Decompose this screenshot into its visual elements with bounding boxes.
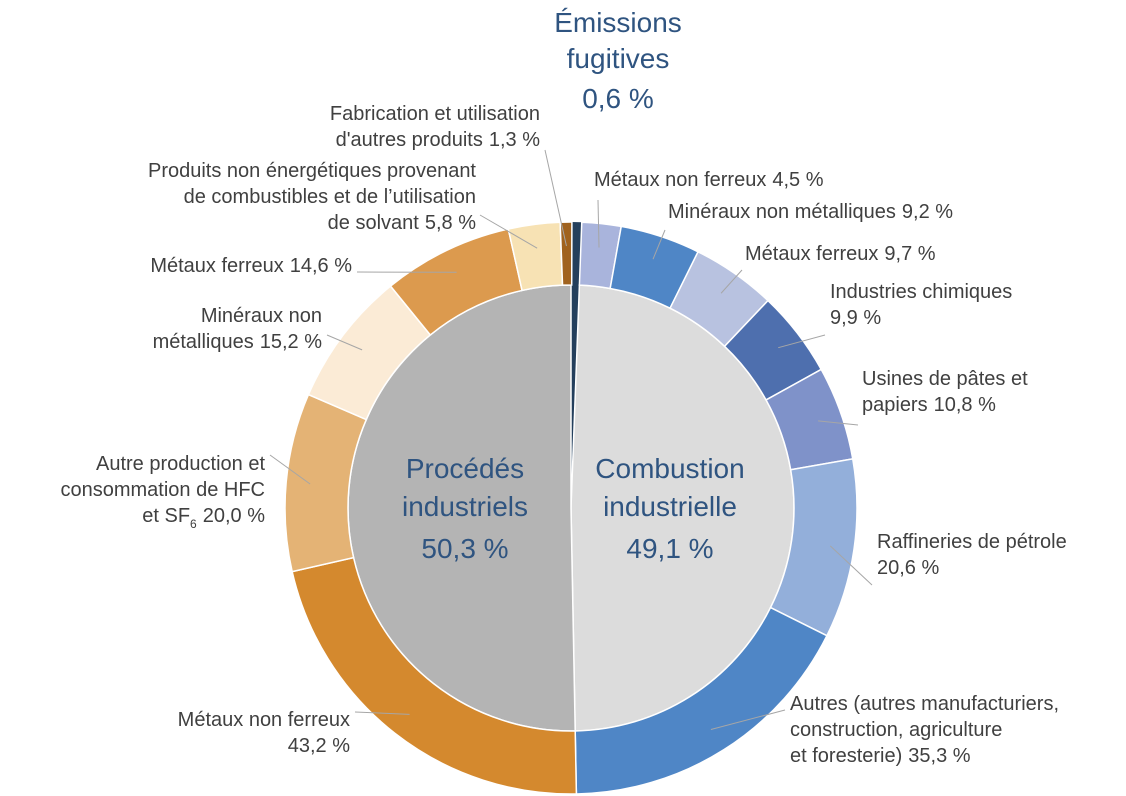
leader-line	[479, 214, 538, 249]
value-label: 35,3 %	[908, 745, 970, 767]
inner-value-label: 49,1 %	[626, 533, 713, 564]
leader-line	[597, 199, 600, 248]
leader-line	[326, 334, 363, 351]
label-line: Minéraux non	[201, 305, 322, 327]
segment-label: Usines de pâtes et papiers 10,8 %	[862, 368, 1028, 416]
label-line: et SF	[142, 505, 190, 527]
label-line: Métaux non ferreux	[178, 709, 350, 731]
value-label: 1,3 %	[489, 129, 540, 151]
segment-label: Métaux non ferreux 4,5 %	[594, 169, 824, 191]
label-line: construction, agriculture	[790, 719, 1002, 741]
inner-label-line: industrielle	[603, 491, 737, 522]
label-line: papiers	[862, 394, 928, 416]
inner-label-line: industriels	[402, 491, 528, 522]
inner-label-line: Procédés	[406, 453, 524, 484]
segment-label: Industries chimiques 9,9 %	[830, 281, 1012, 329]
value-label: 9,2 %	[902, 201, 953, 223]
segment-label: Autre production et consommation de HFC et…	[60, 453, 265, 531]
label-line: Métaux non ferreux	[594, 169, 766, 191]
inner-value-label: 50,3 %	[421, 533, 508, 564]
label-line: Autre production et	[96, 453, 265, 475]
value-label: 20,6 %	[877, 557, 939, 579]
outer-slice	[559, 221, 573, 286]
label-line: consommation de HFC	[60, 479, 265, 501]
segment-label: Métaux ferreux 9,7 %	[745, 243, 936, 265]
inner-label-line: Émissions	[554, 7, 682, 38]
leader-line	[544, 149, 567, 247]
inner-label: Combustion industrielle 49,1 %	[595, 453, 744, 564]
leader-line	[829, 545, 873, 586]
segment-label: Produits non énergétiques provenant de co…	[148, 160, 476, 234]
inner-label-line: Combustion	[595, 453, 744, 484]
leader-line	[269, 454, 311, 485]
label-line: Raffineries de pétrole	[877, 531, 1067, 553]
segment-label: Raffineries de pétrole 20,6 %	[877, 531, 1067, 579]
inner-label: Émissions fugitives 0,6 %	[554, 7, 682, 114]
label-line: Minéraux non métalliques	[668, 201, 896, 223]
segment-label: Minéraux non métalliques 9,2 %	[668, 201, 953, 223]
value-label: 4,5 %	[772, 169, 823, 191]
segment-label: Minéraux non métalliques 15,2 %	[153, 305, 323, 353]
leader-line	[778, 334, 826, 349]
label-line: Fabrication et utilisation	[330, 103, 540, 125]
inner-value-label: 0,6 %	[582, 83, 654, 114]
value-label: 14,6 %	[290, 255, 352, 277]
value-label: 10,8 %	[934, 394, 996, 416]
label-line: Industries chimiques	[830, 281, 1012, 303]
segment-label: Autres (autres manufacturiers, constructi…	[790, 693, 1059, 767]
value-label: 9,9 %	[830, 307, 881, 329]
label-line: métalliques	[153, 331, 254, 353]
label-line: Autres (autres manufacturiers,	[790, 693, 1059, 715]
value-label: 9,7 %	[884, 243, 935, 265]
label-line: et foresterie)	[790, 745, 902, 767]
label-line: Métaux ferreux	[745, 243, 878, 265]
label-line: Métaux ferreux	[150, 255, 283, 277]
leader-line	[818, 420, 859, 426]
value-label: 5,8 %	[425, 212, 476, 234]
segment-label: Métaux ferreux 14,6 %	[150, 255, 352, 277]
leader-line	[720, 269, 743, 294]
label-line: de combustibles et de l’utilisation	[184, 186, 476, 208]
value-label: 43,2 %	[288, 735, 350, 757]
leader-line	[354, 711, 410, 715]
value-label: 20,0 %	[203, 505, 265, 527]
value-label: 15,2 %	[260, 331, 322, 353]
label-line: de solvant	[328, 212, 420, 234]
leader-line	[652, 229, 666, 260]
segment-label: Fabrication et utilisation d'autres produ…	[330, 103, 540, 151]
leader-line	[710, 709, 786, 730]
label-line: d'autres produits	[336, 129, 483, 151]
inner-label-line: fugitives	[567, 43, 670, 74]
inner-label: Procédés industriels 50,3 %	[402, 453, 528, 564]
label-line: Produits non énergétiques provenant	[148, 160, 476, 182]
label-subscript: 6	[190, 517, 197, 531]
segment-label: Métaux non ferreux 43,2 %	[178, 709, 351, 757]
label-line: Usines de pâtes et	[862, 368, 1028, 390]
